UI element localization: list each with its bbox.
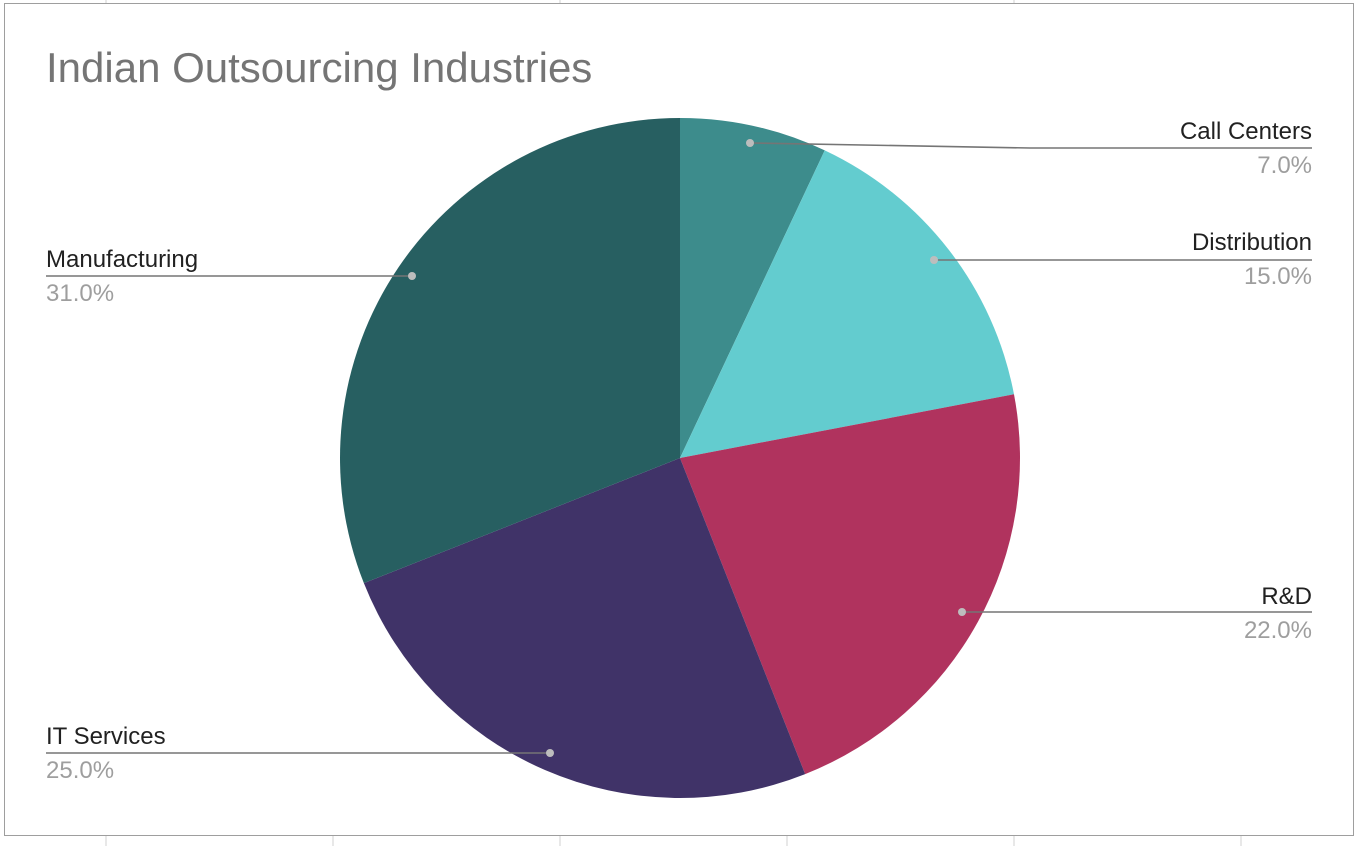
slice-value-distribution: 15.0% bbox=[1244, 263, 1312, 290]
leader-line-call-centers bbox=[749, 142, 1312, 149]
slice-value-manufacturing: 31.0% bbox=[46, 280, 114, 307]
slice-value-call-centers: 7.0% bbox=[1257, 152, 1312, 179]
leader-dot-rd bbox=[958, 608, 966, 616]
slice-name-distribution: Distribution bbox=[1192, 229, 1312, 256]
slice-value-rd: 22.0% bbox=[1244, 617, 1312, 644]
leader-dot-call-centers bbox=[746, 139, 754, 147]
pie-slice-rd bbox=[680, 394, 1021, 775]
slice-name-call-centers: Call Centers bbox=[1180, 118, 1312, 145]
slice-name-manufacturing: Manufacturing bbox=[46, 246, 198, 273]
slice-value-it-services: 25.0% bbox=[46, 757, 114, 784]
slice-name-rd: R&D bbox=[1261, 583, 1312, 610]
slice-label-it-services: IT Services 25.0% bbox=[46, 723, 166, 784]
slice-label-manufacturing: Manufacturing 31.0% bbox=[46, 246, 198, 307]
slice-name-it-services: IT Services bbox=[46, 723, 166, 750]
chart-title: Indian Outsourcing Industries bbox=[46, 44, 592, 91]
leader-lines bbox=[46, 139, 1312, 757]
edge-ticks bbox=[105, 0, 1242, 846]
slice-label-rd: R&D 22.0% bbox=[1244, 583, 1312, 644]
pie-slice-distribution bbox=[680, 150, 1014, 459]
pie-slice-manufacturing bbox=[340, 118, 680, 584]
leader-dot-manufacturing bbox=[408, 272, 416, 280]
slice-label-call-centers: Call Centers 7.0% bbox=[1180, 118, 1312, 179]
slice-label-distribution: Distribution 15.0% bbox=[1192, 229, 1312, 290]
pie-slices bbox=[340, 118, 1021, 798]
pie-slice-it-services bbox=[363, 458, 806, 798]
leader-dot-distribution bbox=[930, 256, 938, 264]
leader-dot-it-services bbox=[546, 749, 554, 757]
pie-slice-call-centers bbox=[680, 118, 825, 458]
